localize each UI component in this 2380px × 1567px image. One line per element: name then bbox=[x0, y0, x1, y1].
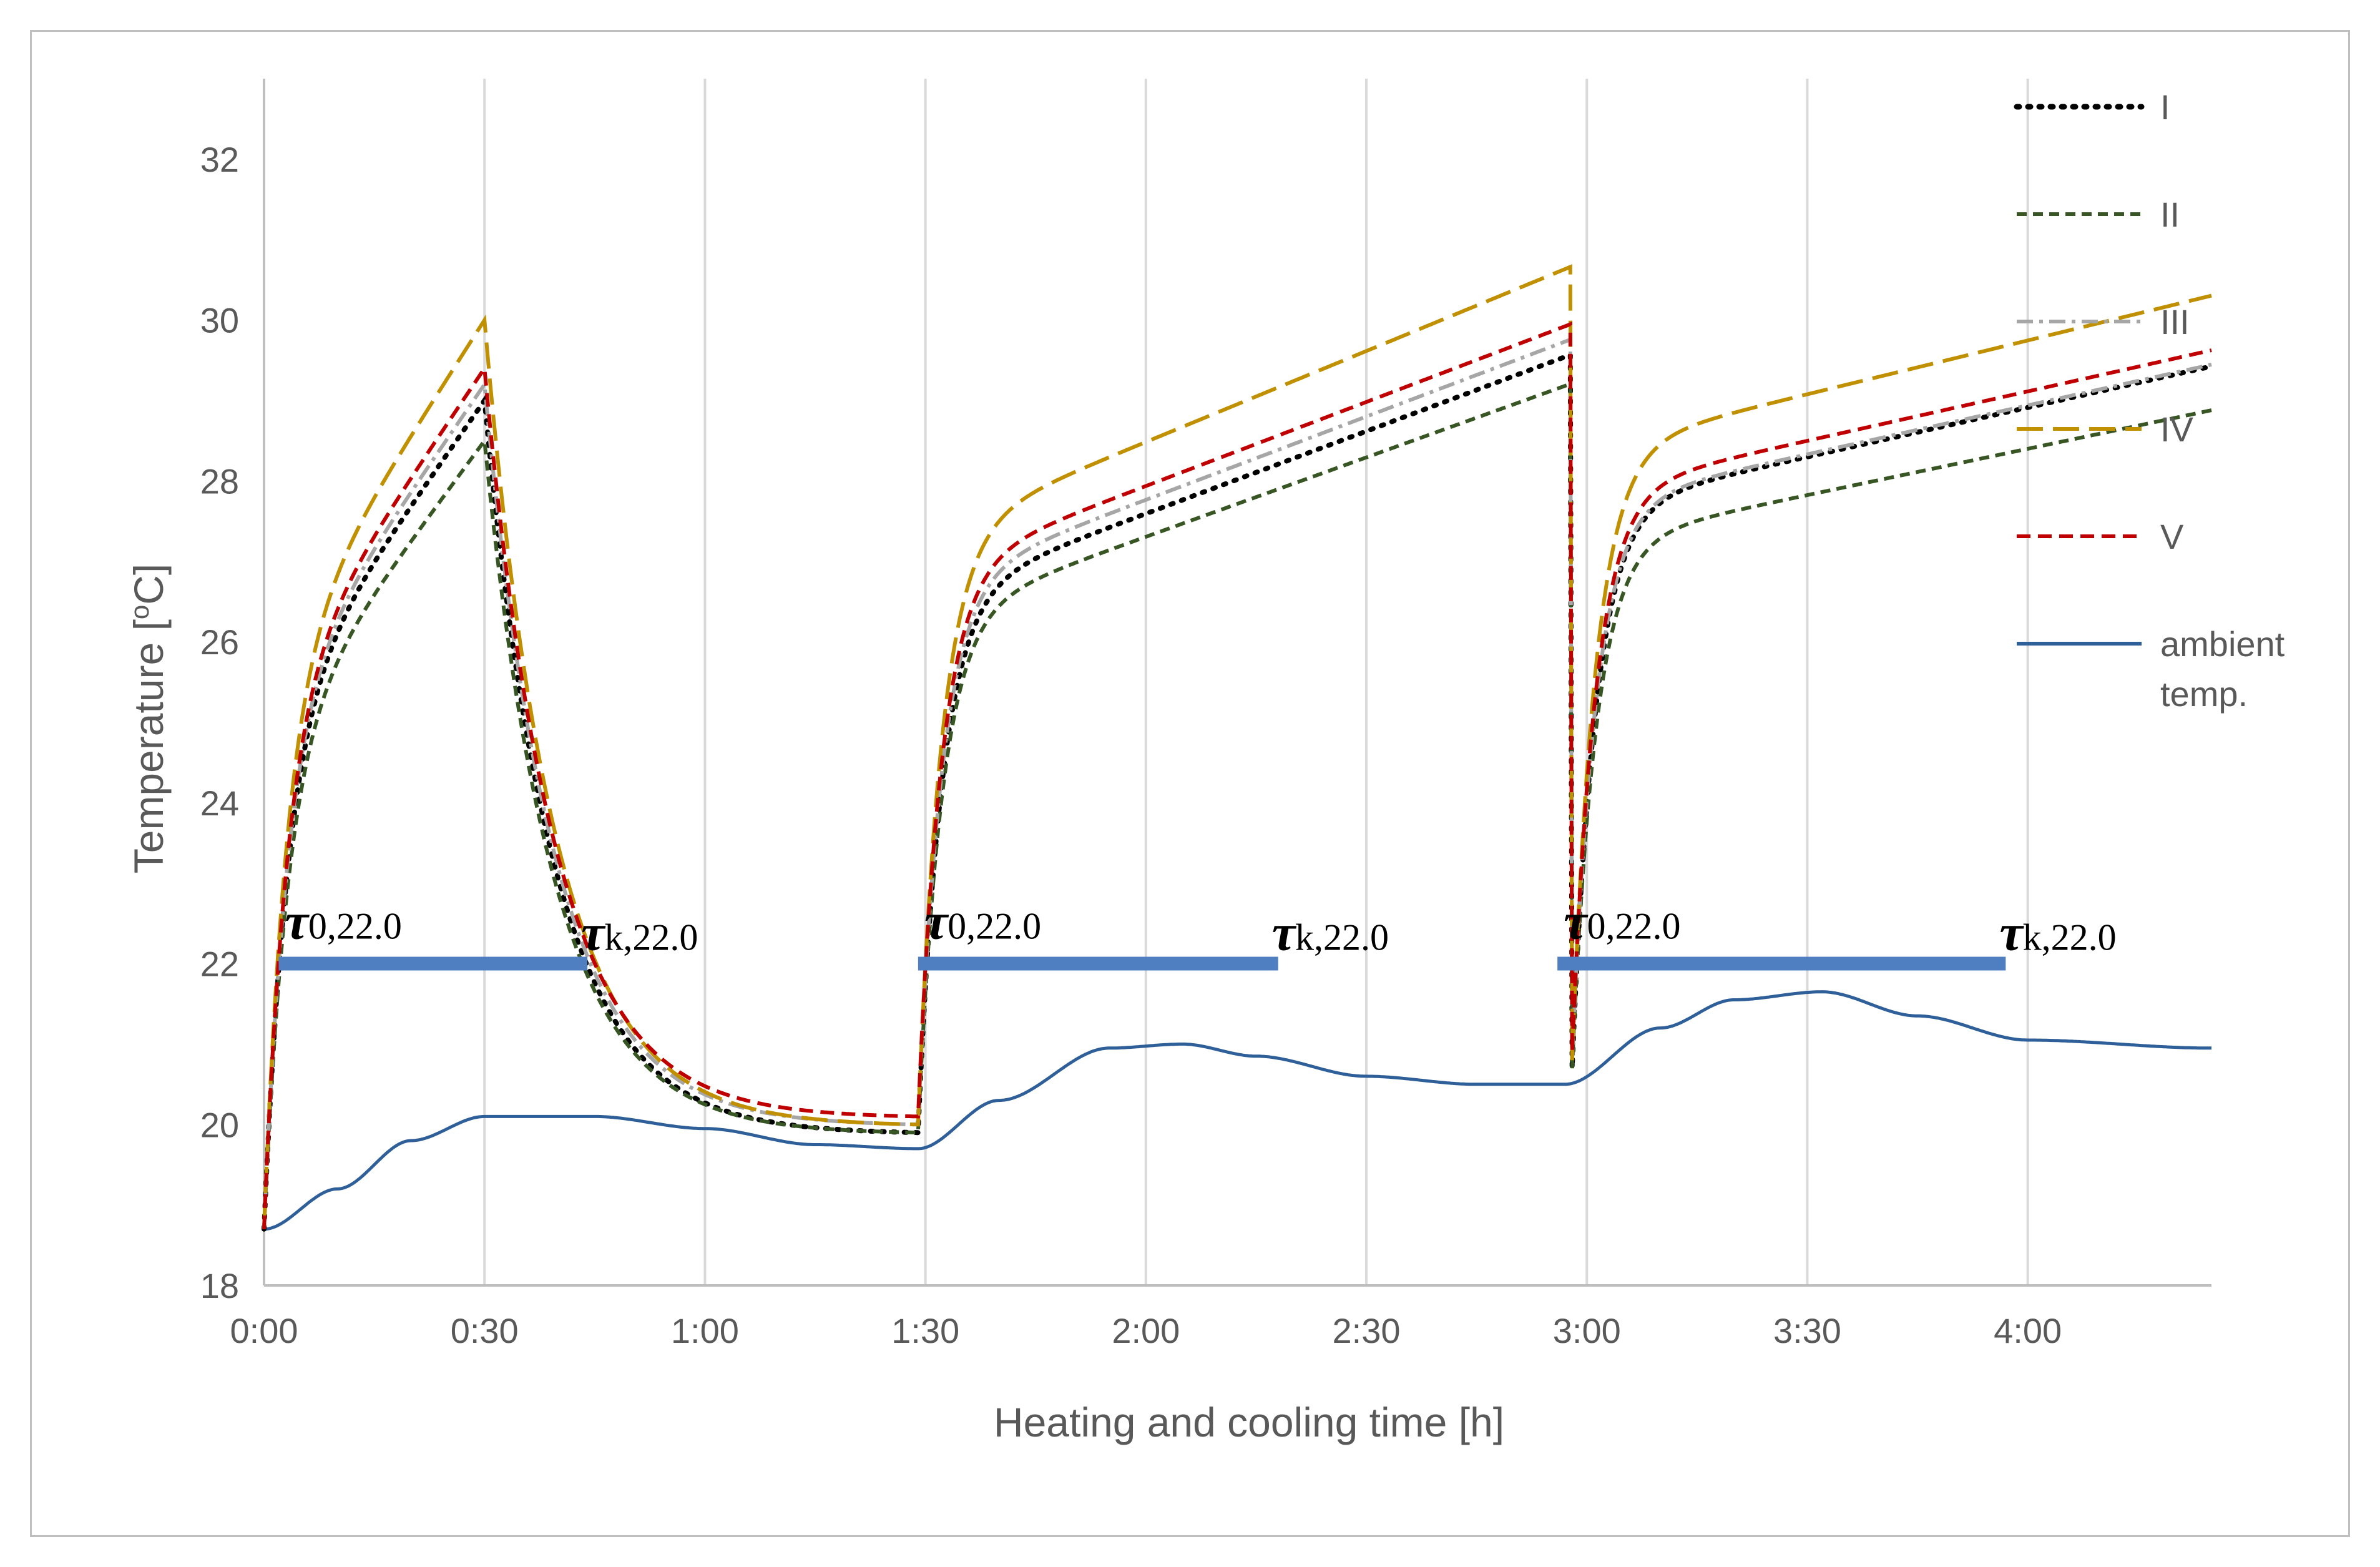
y-axis-label-sup: o bbox=[125, 605, 154, 619]
series-lines bbox=[262, 264, 2214, 1232]
temperature-chart: 0:00 0:30 1:00 1:30 2:00 2:30 3:00 3:30 4:00 18 2… bbox=[125, 79, 2285, 1445]
y-tick-label: 32 bbox=[200, 140, 239, 179]
chart-frame: 0:00 0:30 1:00 1:30 2:00 2:30 3:00 3:30 4:00 18 2… bbox=[30, 30, 2350, 1537]
series-line-ii bbox=[262, 381, 2212, 1229]
legend-label-ambient-line1: ambient bbox=[2160, 624, 2285, 664]
tau-symbol: τ bbox=[1999, 904, 2024, 962]
y-tick-label: 24 bbox=[200, 784, 239, 823]
tau-subscript: k,22.0 bbox=[1295, 917, 1389, 958]
y-tick-label: 26 bbox=[200, 622, 239, 662]
y-tick-label: 28 bbox=[200, 461, 239, 501]
x-tick-label: 2:00 bbox=[1112, 1311, 1180, 1350]
x-axis-label: Heating and cooling time [h] bbox=[994, 1399, 1504, 1445]
axes bbox=[263, 79, 2211, 1287]
threshold-bars: τ0,22.0 τk,22.0 τ0,22.0 τk,22.0 τ0,22.0 τk,22… bbox=[278, 893, 2117, 971]
legend-label-v: V bbox=[2160, 517, 2184, 556]
x-tick-label: 1:30 bbox=[891, 1311, 959, 1350]
x-tick-label: 1:00 bbox=[671, 1311, 739, 1350]
series-line-i bbox=[262, 351, 2214, 1232]
x-tick-label: 0:00 bbox=[230, 1311, 298, 1350]
tau-subscript: 0,22.0 bbox=[308, 906, 402, 947]
tau-end-label: τk,22.0 bbox=[1999, 904, 2116, 962]
tau-symbol: τ bbox=[581, 904, 606, 962]
y-axis-label-main: Temperature [ bbox=[125, 619, 172, 873]
tau-symbol: τ bbox=[1272, 904, 1297, 962]
tau-subscript: 0,22.0 bbox=[948, 906, 1041, 947]
tau-subscript: k,22.0 bbox=[2023, 917, 2117, 958]
x-tick-label: 4:00 bbox=[1994, 1311, 2062, 1350]
x-tick-labels: 0:00 0:30 1:00 1:30 2:00 2:30 3:00 3:30 4:00 bbox=[230, 1311, 2062, 1350]
legend-label-ii: II bbox=[2160, 195, 2180, 234]
y-tick-label: 30 bbox=[200, 301, 239, 340]
legend-label-iii: III bbox=[2160, 302, 2190, 341]
tau-subscript: 0,22.0 bbox=[1587, 906, 1680, 947]
y-tick-label: 20 bbox=[200, 1105, 239, 1144]
y-axis-label: Temperature [oC] bbox=[125, 564, 172, 874]
tau-symbol: τ bbox=[285, 893, 310, 951]
series-line-v bbox=[262, 322, 2212, 1229]
x-tick-label: 2:30 bbox=[1333, 1311, 1401, 1350]
y-tick-label: 18 bbox=[200, 1266, 239, 1305]
tau-symbol: τ bbox=[924, 893, 949, 951]
series-line-iii bbox=[262, 336, 2212, 1229]
tau-start-label: τ0,22.0 bbox=[1564, 893, 1680, 951]
grid-lines bbox=[483, 79, 2029, 1285]
legend-label-i: I bbox=[2160, 87, 2170, 127]
tau-subscript: k,22.0 bbox=[604, 917, 698, 958]
tau-start-label: τ0,22.0 bbox=[285, 893, 402, 951]
ambient-temp-line bbox=[263, 990, 2211, 1231]
y-axis-label-end: C] bbox=[125, 564, 172, 605]
x-tick-label: 3:30 bbox=[1773, 1311, 1841, 1350]
x-tick-label: 3:00 bbox=[1553, 1311, 1621, 1350]
legend-label-iv: IV bbox=[2160, 410, 2194, 449]
x-tick-label: 0:30 bbox=[451, 1311, 519, 1350]
tau-end-label: τk,22.0 bbox=[581, 904, 698, 962]
tau-start-label: τ0,22.0 bbox=[924, 893, 1041, 951]
y-tick-labels: 18 20 22 24 26 28 30 32 bbox=[200, 140, 239, 1305]
series-line-iv bbox=[262, 264, 2212, 1229]
legend-label-ambient-line2: temp. bbox=[2160, 674, 2248, 714]
tau-symbol: τ bbox=[1564, 893, 1589, 951]
y-tick-label: 22 bbox=[200, 945, 239, 984]
tau-end-label: τk,22.0 bbox=[1272, 904, 1389, 962]
